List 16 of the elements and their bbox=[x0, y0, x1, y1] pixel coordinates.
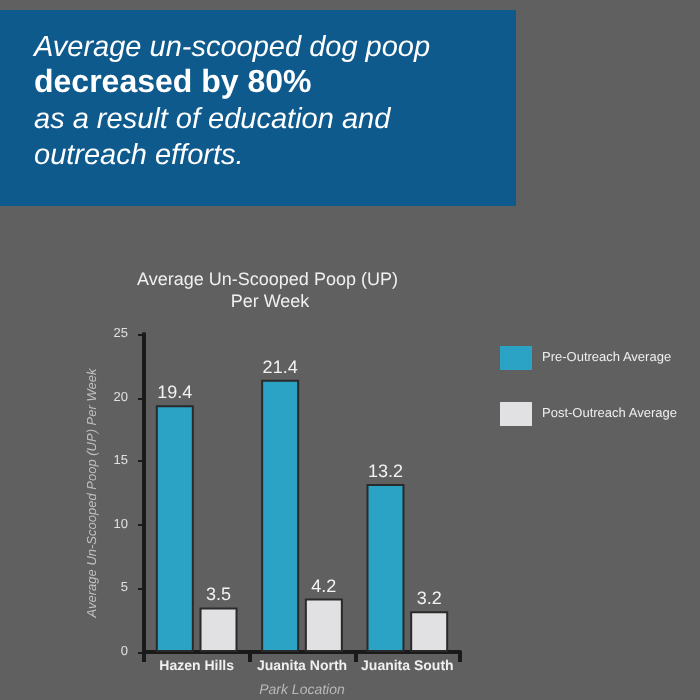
bar bbox=[304, 598, 343, 652]
bar bbox=[366, 484, 405, 652]
data-label: 19.4 bbox=[157, 382, 193, 403]
bar bbox=[199, 607, 238, 652]
bar bbox=[410, 611, 449, 652]
bar bbox=[155, 405, 194, 652]
text: Average un-scooped dog poop bbox=[34, 30, 433, 66]
data-label: 21.4 bbox=[262, 356, 298, 377]
data-label: 13.2 bbox=[367, 461, 404, 482]
text: as a result of education and outreach efforts. bbox=[34, 102, 393, 174]
data-label: 4.2 bbox=[311, 575, 337, 596]
chart-title: Average Un-Scooped Poop (UP) Per Week bbox=[137, 269, 403, 311]
data-label: 3.2 bbox=[416, 588, 442, 609]
data-label: 3.5 bbox=[206, 584, 232, 605]
bar bbox=[261, 379, 300, 652]
text: decreased by 80% bbox=[34, 66, 314, 102]
